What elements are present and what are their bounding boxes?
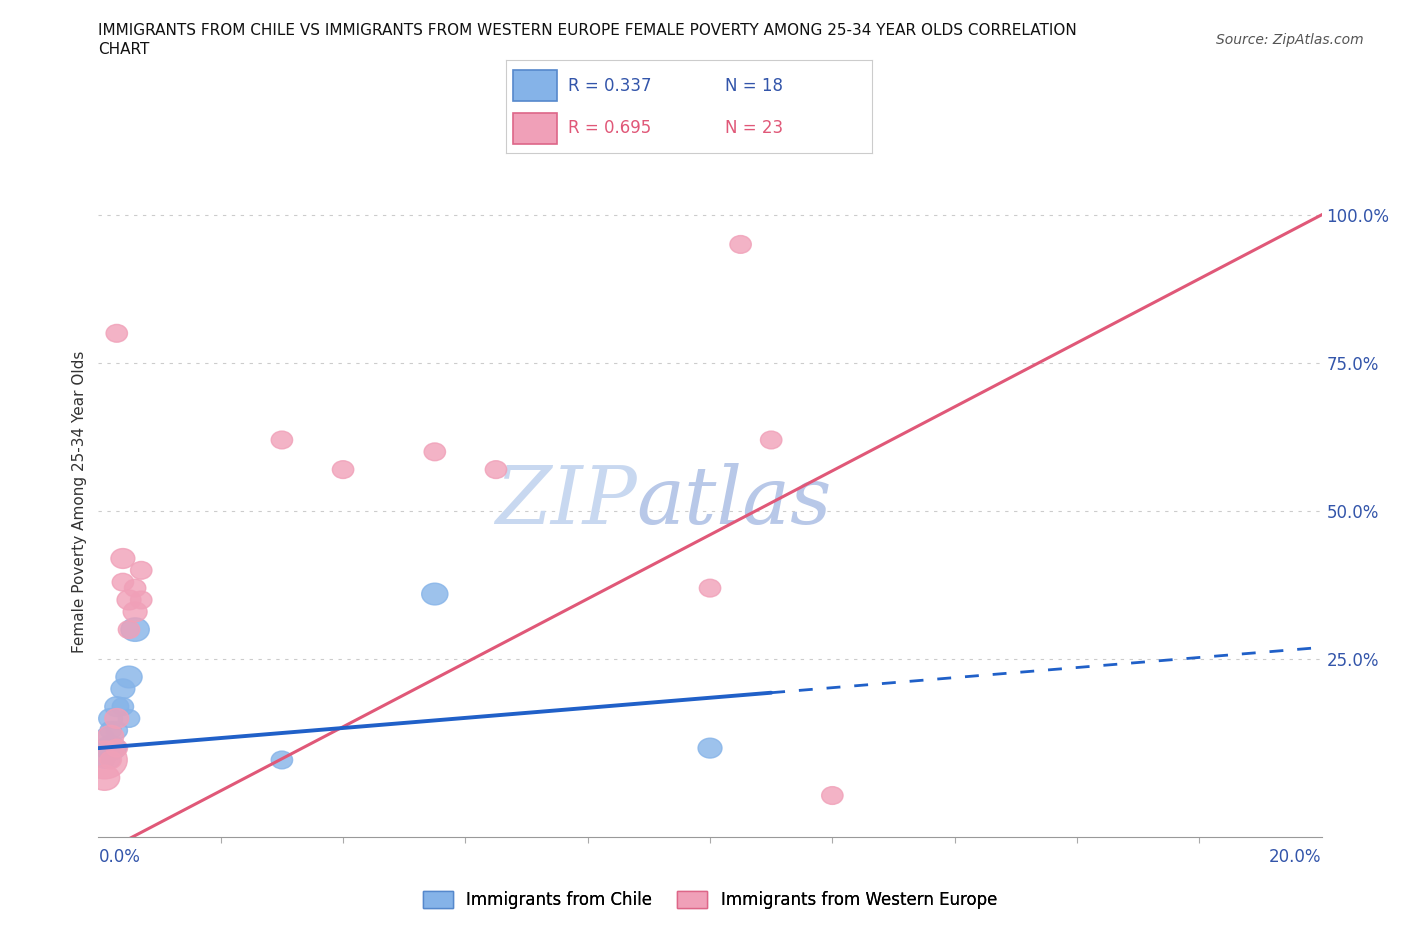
Ellipse shape [97, 725, 124, 747]
Ellipse shape [118, 710, 139, 727]
Ellipse shape [105, 722, 128, 739]
Text: N = 23: N = 23 [725, 119, 783, 138]
Text: 0.0%: 0.0% [98, 847, 141, 866]
Ellipse shape [101, 752, 120, 767]
Ellipse shape [271, 432, 292, 449]
Ellipse shape [425, 443, 446, 460]
Ellipse shape [94, 751, 115, 768]
Text: R = 0.695: R = 0.695 [568, 119, 651, 138]
Text: IMMIGRANTS FROM CHILE VS IMMIGRANTS FROM WESTERN EUROPE FEMALE POVERTY AMONG 25-: IMMIGRANTS FROM CHILE VS IMMIGRANTS FROM… [98, 23, 1077, 38]
Ellipse shape [111, 549, 135, 568]
Text: CHART: CHART [98, 42, 150, 57]
Ellipse shape [98, 709, 122, 728]
Ellipse shape [82, 741, 127, 778]
Ellipse shape [121, 618, 149, 642]
Text: 20.0%: 20.0% [1270, 847, 1322, 866]
Ellipse shape [730, 235, 751, 253]
Text: R = 0.337: R = 0.337 [568, 76, 652, 95]
Ellipse shape [107, 740, 127, 756]
Ellipse shape [271, 751, 292, 769]
Ellipse shape [111, 679, 135, 698]
Ellipse shape [105, 325, 128, 342]
Ellipse shape [112, 573, 134, 591]
Ellipse shape [96, 728, 114, 744]
Text: ZIP: ZIP [495, 463, 637, 541]
Ellipse shape [96, 736, 125, 761]
Ellipse shape [761, 432, 782, 449]
Ellipse shape [115, 666, 142, 688]
Text: atlas: atlas [637, 463, 832, 541]
Ellipse shape [105, 709, 129, 728]
Ellipse shape [124, 602, 148, 622]
Ellipse shape [131, 562, 152, 579]
Ellipse shape [422, 583, 449, 604]
Ellipse shape [100, 751, 121, 769]
Y-axis label: Female Poverty Among 25-34 Year Olds: Female Poverty Among 25-34 Year Olds [72, 351, 87, 654]
Ellipse shape [124, 579, 146, 597]
Ellipse shape [332, 460, 354, 479]
Ellipse shape [90, 765, 120, 790]
FancyBboxPatch shape [513, 113, 557, 144]
Text: Source: ZipAtlas.com: Source: ZipAtlas.com [1216, 33, 1364, 46]
Ellipse shape [94, 739, 115, 757]
Ellipse shape [105, 697, 129, 717]
Ellipse shape [100, 722, 121, 739]
Ellipse shape [117, 590, 141, 610]
Ellipse shape [105, 739, 128, 757]
Ellipse shape [131, 591, 152, 609]
Ellipse shape [485, 460, 506, 479]
Ellipse shape [118, 620, 139, 639]
Legend: Immigrants from Chile, Immigrants from Western Europe: Immigrants from Chile, Immigrants from W… [416, 884, 1004, 916]
Ellipse shape [821, 787, 844, 804]
FancyBboxPatch shape [513, 70, 557, 101]
Text: N = 18: N = 18 [725, 76, 783, 95]
Ellipse shape [112, 698, 134, 715]
Ellipse shape [699, 579, 721, 597]
Ellipse shape [697, 738, 723, 758]
